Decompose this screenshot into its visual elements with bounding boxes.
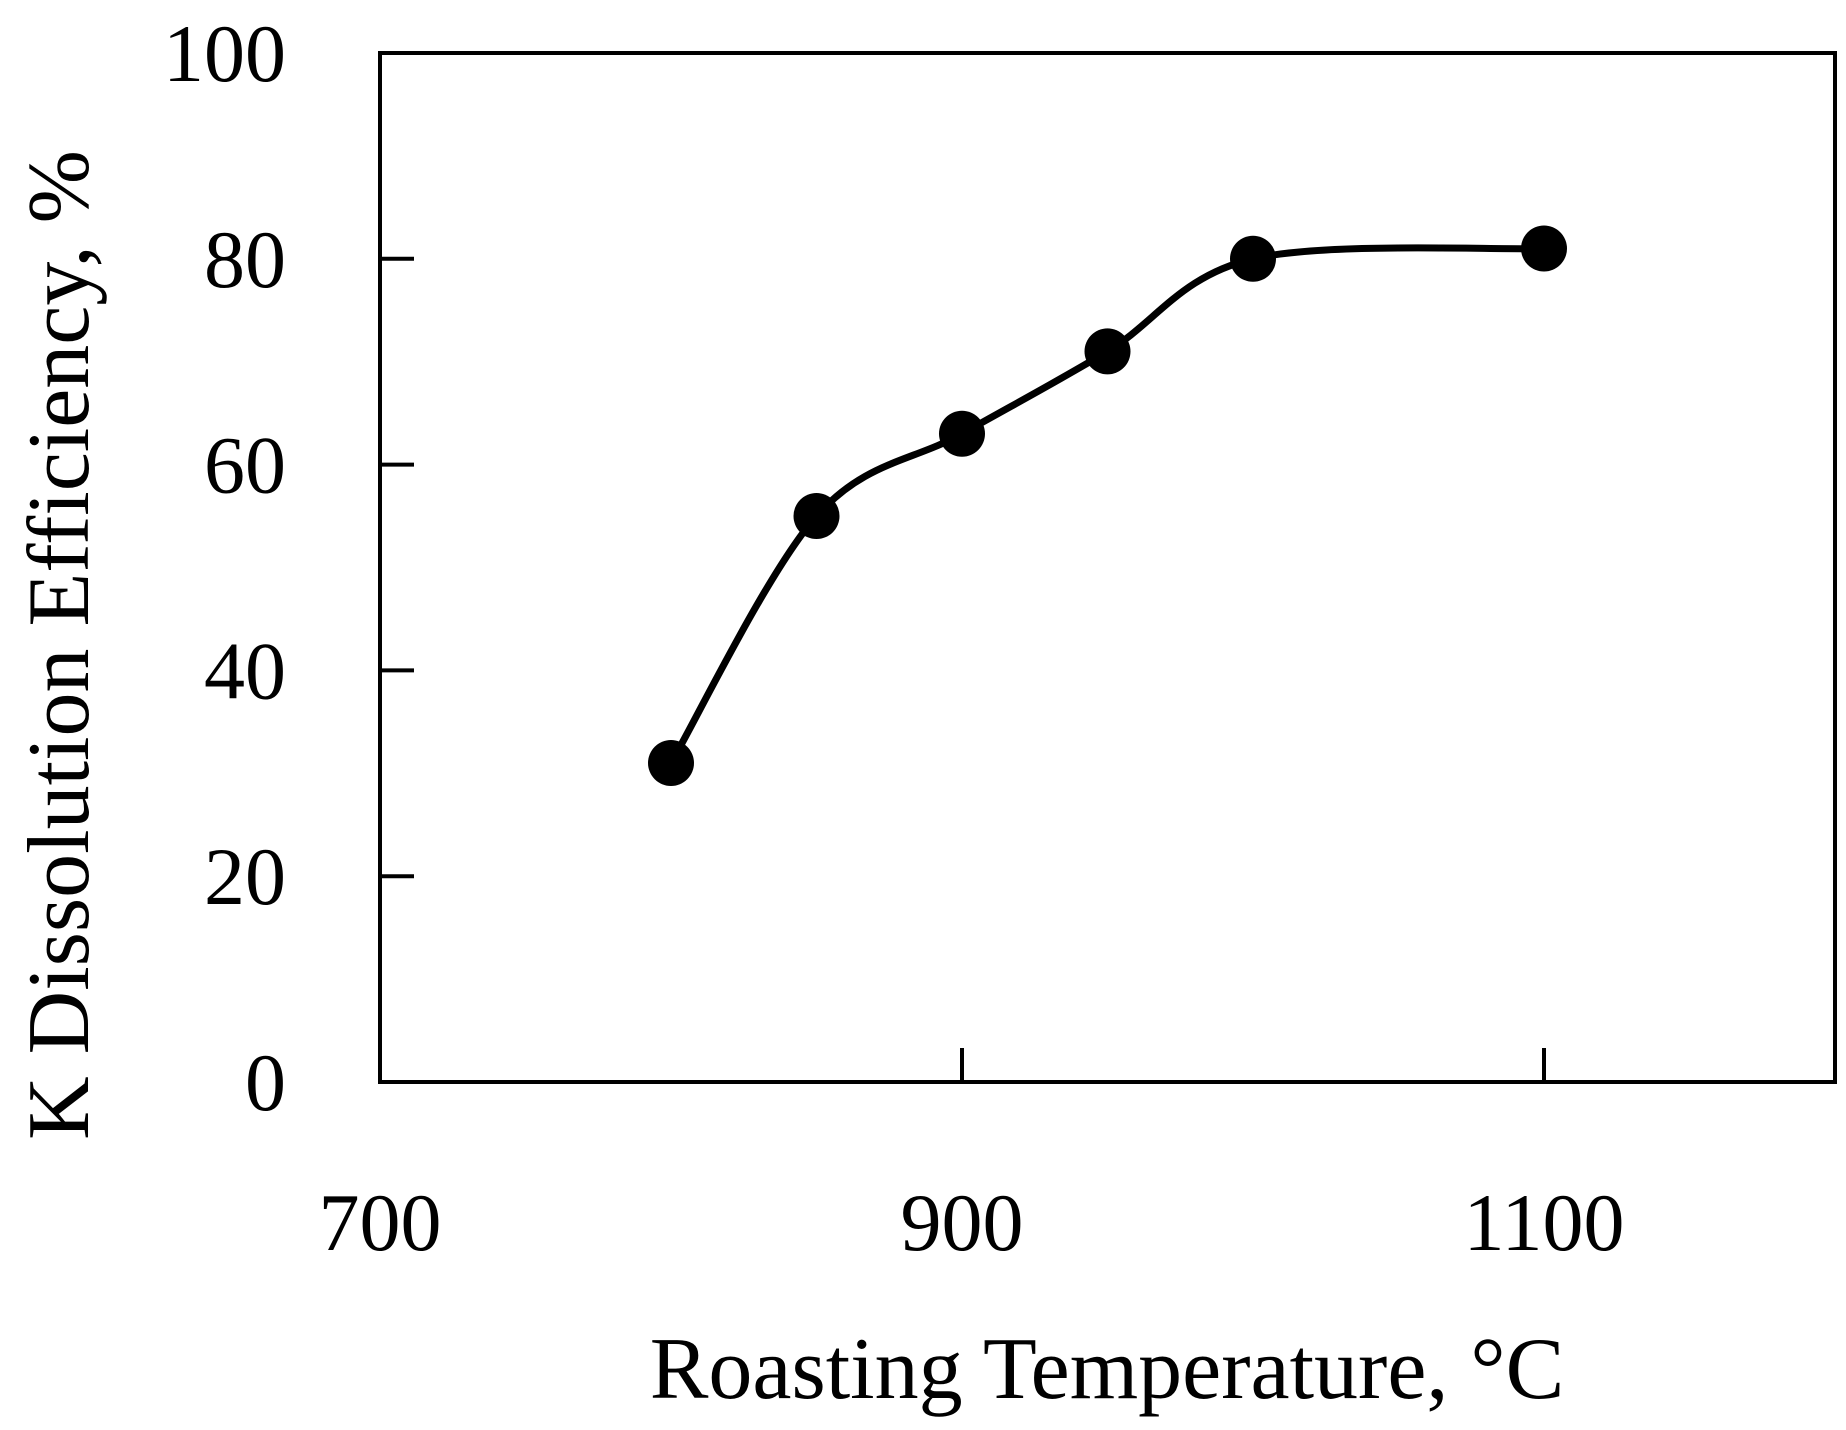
y-axis-ticks — [380, 256, 414, 879]
y-tick-label: 60 — [204, 420, 286, 511]
x-axis-tick-labels: 700 900 1100 — [319, 1177, 1625, 1268]
data-markers — [648, 225, 1567, 787]
y-tick-label: 0 — [245, 1037, 286, 1128]
plot-frame — [378, 51, 1837, 1084]
data-point-850 — [793, 493, 840, 540]
y-tick-label: 100 — [163, 8, 286, 99]
data-point-1100 — [1521, 225, 1567, 272]
x-tick-label: 900 — [901, 1177, 1024, 1268]
series-line — [667, 244, 1548, 767]
y-tick-label: 80 — [204, 214, 286, 305]
data-point-900 — [939, 410, 985, 457]
y-tick-label: 20 — [204, 831, 286, 922]
y-axis-title: K Dissolution Efficiency, % — [11, 150, 108, 1140]
y-tick-label: 40 — [204, 625, 286, 716]
x-axis-ticks — [960, 1048, 1546, 1082]
x-tick-label: 700 — [319, 1177, 442, 1268]
data-point-950 — [1084, 328, 1131, 375]
data-point-1000 — [1230, 235, 1276, 282]
y-axis-tick-labels: 0 20 40 60 80 100 — [163, 8, 286, 1128]
data-point-800 — [648, 740, 694, 787]
x-tick-label: 1100 — [1464, 1177, 1625, 1268]
x-axis-title: Roasting Temperature, °C — [650, 1321, 1565, 1418]
